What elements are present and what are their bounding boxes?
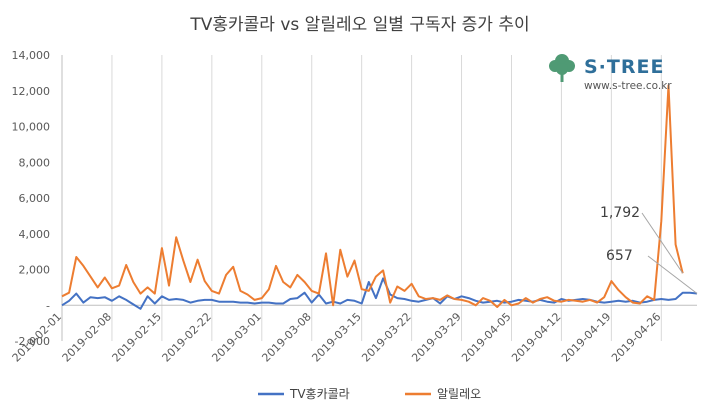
y-tick-label: 10,000 bbox=[12, 121, 51, 134]
y-tick-label: 12,000 bbox=[12, 85, 51, 98]
series-lines bbox=[61, 84, 698, 310]
x-tick-label: 2019-04-05 bbox=[459, 310, 513, 364]
y-tick-label: - bbox=[46, 299, 50, 312]
annotation-leader bbox=[641, 212, 684, 274]
legend-label: 알릴레오 bbox=[437, 387, 481, 401]
y-tick-label: 2,000 bbox=[19, 264, 51, 277]
x-tick-label: 2019-03-22 bbox=[359, 310, 413, 364]
annotations: 1,792 657 bbox=[600, 205, 698, 294]
annotation-label: 657 bbox=[606, 248, 633, 264]
y-tick-label: 6,000 bbox=[19, 192, 51, 205]
y-tick-label: 4,000 bbox=[19, 228, 51, 241]
x-tick-label: 2019-04-19 bbox=[559, 310, 613, 364]
y-tick-label: 8,000 bbox=[19, 156, 51, 169]
annotation-label: 1,792 bbox=[600, 205, 640, 221]
tree-icon bbox=[549, 54, 575, 82]
x-tick-label: 2019-03-08 bbox=[259, 310, 313, 364]
x-tick-label: 2019-03-01 bbox=[209, 310, 263, 364]
x-tick-label: 2019-04-26 bbox=[609, 310, 663, 364]
gridlines bbox=[61, 55, 662, 341]
x-tick-label: 2019-04-12 bbox=[509, 310, 563, 364]
annotation-leader bbox=[647, 255, 698, 294]
x-tick-label: 2019-02-08 bbox=[60, 310, 114, 364]
y-tick-label: 14,000 bbox=[12, 49, 51, 62]
brand-logo: S·TREE www.s-tree.co.kr bbox=[548, 52, 698, 98]
legend-label: TV홍카콜라 bbox=[289, 387, 350, 401]
logo-text: S·TREE bbox=[584, 56, 665, 78]
y-tick-label: -2,000 bbox=[15, 335, 50, 348]
series-line-2 bbox=[61, 84, 684, 308]
x-tick-label: 2019-02-22 bbox=[160, 310, 214, 364]
chart-title: TV홍카콜라 vs 알릴레오 일별 구독자 증가 추이 bbox=[189, 15, 529, 35]
x-tick-label: 2019-02-15 bbox=[110, 310, 164, 364]
legend: TV홍카콜라 알릴레오 bbox=[258, 387, 481, 401]
x-tick-label: 2019-03-29 bbox=[409, 310, 463, 364]
x-tick-label: 2019-03-15 bbox=[309, 310, 363, 364]
logo-url: www.s-tree.co.kr bbox=[584, 80, 672, 92]
